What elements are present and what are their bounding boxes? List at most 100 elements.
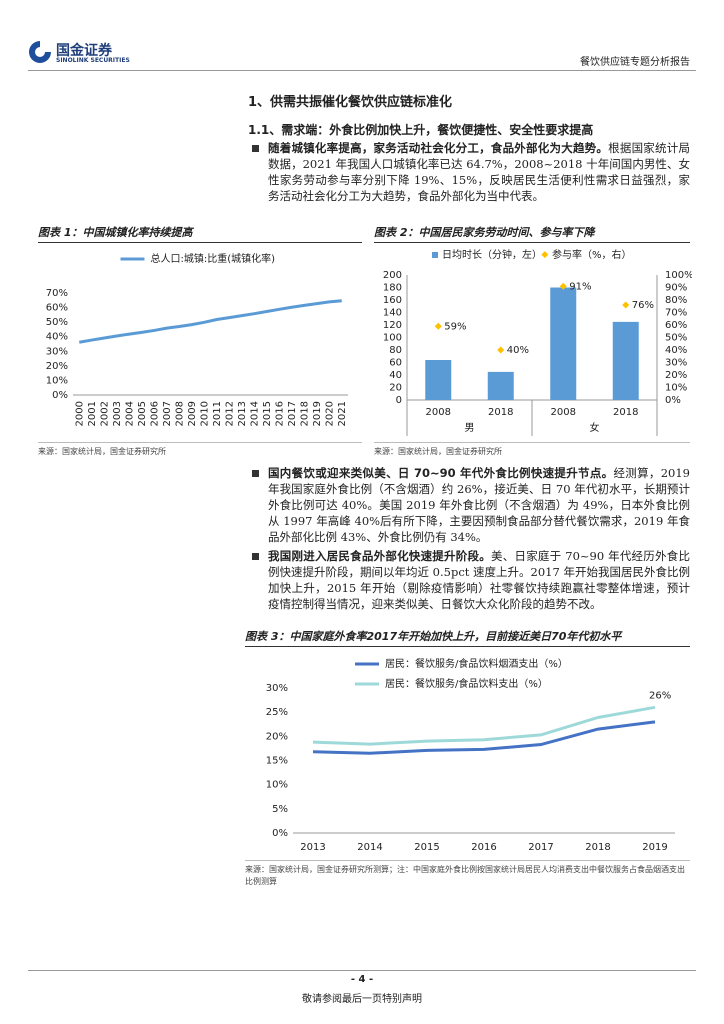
bullet-text: 根据国家统计局数据，2021 年我国人口城镇化率已达 64.7%，2008~20… — [268, 141, 690, 203]
figure-source: 来源：国家统计局，国金证券研究所 — [374, 442, 690, 458]
line — [78, 299, 342, 344]
x-tick-label: 2017 — [287, 401, 298, 426]
x-tick-label: 2005 — [137, 401, 148, 426]
bullet-mark — [252, 145, 259, 152]
y-tick-label: 0% — [272, 828, 288, 839]
y-tick-label: 80 — [389, 345, 402, 356]
x-tick-label: 2013 — [237, 401, 248, 426]
y-tick-label: 40 — [389, 370, 402, 381]
y-tick-label: 25% — [266, 707, 288, 718]
legend-label: 居民：餐饮服务/食品饮料烟酒支出（%） — [385, 657, 568, 670]
y-tick-label: 60% — [46, 303, 68, 314]
bullet-bold: 我国刚进入居民食品外部化快速提升阶段。 — [268, 549, 491, 563]
y-tick-label: 30% — [46, 346, 68, 357]
logo-icon — [29, 40, 52, 63]
header-rule — [28, 70, 696, 71]
bullet-text: 美、日家庭于 70~90 年代经历外食比例快速提升阶段，期间以年均近 0.5pc… — [268, 549, 690, 611]
figure-title: 图表 2：中国居民家务劳动时间、参与率下降 — [374, 224, 690, 243]
value-label: 76% — [632, 300, 654, 311]
y-tick-label: 20% — [266, 731, 288, 742]
figure-source: 来源：国家统计局，国金证券研究所 — [38, 442, 362, 458]
value-label: 91% — [569, 281, 591, 292]
y-tick-label: 10% — [266, 780, 288, 791]
y-tick-label: 40% — [46, 332, 68, 343]
x-tick-label: 2008 — [551, 407, 576, 418]
bar — [612, 321, 639, 400]
y-tick-label: 0 — [396, 395, 402, 406]
y2-tick-label: 30% — [665, 358, 687, 369]
x-tick-label: 2004 — [124, 401, 135, 426]
x-tick-label: 2009 — [187, 401, 198, 426]
report-title: 餐饮供应链专题分析报告 — [580, 57, 690, 68]
y-tick-label: 160 — [383, 295, 402, 306]
legend-swatch — [432, 252, 438, 258]
point — [497, 346, 505, 354]
x-tick-label: 2018 — [613, 407, 638, 418]
point — [559, 282, 567, 290]
section-heading: 1、供需共振催化餐饮供应链标准化 — [248, 95, 453, 110]
value-label: 26% — [649, 690, 671, 701]
chart: 0%10%20%30%40%50%60%70%2000 2001 2002 2003 2… — [46, 252, 348, 426]
x-tick-label: 2012 — [224, 401, 235, 426]
y2-tick-label: 10% — [665, 383, 687, 394]
y-tick-label: 5% — [272, 804, 288, 815]
bullet: 国内餐饮或迎来类似美、日 70~90 年代外食比例快速提升节点。经测算，2019… — [268, 465, 690, 545]
chart: 0% 5% 10% 15% 20% 25% 30% 2013 2014 2015 2016 2017 2… — [266, 657, 675, 853]
y-tick-label: 30% — [266, 683, 288, 694]
x-tick-label: 2019 — [642, 842, 667, 853]
y2-tick-label: 100% — [665, 270, 692, 281]
x-tick-label: 2015 — [262, 401, 273, 426]
bullet: 我国刚进入居民食品外部化快速提升阶段。美、日家庭于 70~90 年代经历外食比例… — [268, 548, 690, 612]
x-tick-label: 2017 — [528, 842, 553, 853]
subheading: 1.1、需求端：外食比例加快上升，餐饮便捷性、安全性要求提高 — [248, 123, 594, 137]
bullet-text: 经测算，2019 年我国家庭外食比例（不含烟酒）约 26%，接近美、日 70 年… — [268, 466, 690, 544]
x-tick-label: 2019 — [312, 401, 323, 426]
x-tick-label: 2008 — [174, 401, 185, 426]
figure-title: 图表 1：中国城镇化率持续提高 — [38, 224, 362, 243]
x-tick-label: 2014 — [249, 401, 260, 426]
y-tick-label: 100 — [383, 333, 402, 344]
y-tick-label: 120 — [383, 320, 402, 331]
y-tick-label: 0% — [52, 390, 68, 401]
y2-tick-label: 20% — [665, 370, 687, 381]
bar — [487, 371, 514, 400]
y2-tick-label: 70% — [665, 308, 687, 319]
x-tick-label: 2000 — [74, 401, 85, 426]
y2-tick-label: 40% — [665, 345, 687, 356]
legend-label: 总人口:城镇:比重(城镇化率) — [151, 252, 276, 265]
x-tick-label: 2008 — [426, 407, 451, 418]
bar — [550, 287, 577, 400]
x-tick-label: 2014 — [357, 842, 382, 853]
x-tick-label: 2018 — [585, 842, 610, 853]
x-tick-label: 2016 — [274, 401, 285, 426]
y-tick-label: 15% — [266, 756, 288, 767]
bullet-bold: 随着城镇化率提高，家务活动社会化分工，食品外部化为大趋势。 — [268, 141, 609, 155]
bar — [425, 360, 452, 400]
x-tick-label: 2021 — [337, 401, 348, 426]
y2-tick-label: 60% — [665, 320, 687, 331]
group-label: 女 — [590, 421, 600, 434]
x-tick-label: 2016 — [471, 842, 496, 853]
bullet-bold: 国内餐饮或迎来类似美、日 70~90 年代外食比例快速提升节点。 — [268, 466, 614, 480]
bullet-mark — [252, 470, 259, 477]
line — [312, 720, 656, 755]
y2-tick-label: 90% — [665, 283, 687, 294]
x-tick-label: 2020 — [324, 401, 335, 426]
value-label: 59% — [444, 321, 466, 332]
y-tick-label: 10% — [46, 375, 68, 386]
y-tick-label: 140 — [383, 308, 402, 319]
x-tick-label: 2011 — [212, 401, 223, 426]
x-tick-label: 2002 — [99, 401, 110, 426]
bullet-mark — [252, 553, 259, 560]
bullet: 随着城镇化率提高，家务活动社会化分工，食品外部化为大趋势。根据国家统计局数据，2… — [268, 140, 690, 204]
x-tick-label: 2018 — [299, 401, 310, 426]
line — [312, 705, 656, 746]
page-number: - 4 - — [350, 974, 374, 985]
y-tick-label: 20% — [46, 361, 68, 372]
y-tick-label: 70% — [46, 288, 68, 299]
x-tick-label: 2013 — [300, 842, 325, 853]
y-tick-label: 60 — [389, 358, 402, 369]
brand-en: SINOLINK SECURITIES — [56, 57, 130, 64]
